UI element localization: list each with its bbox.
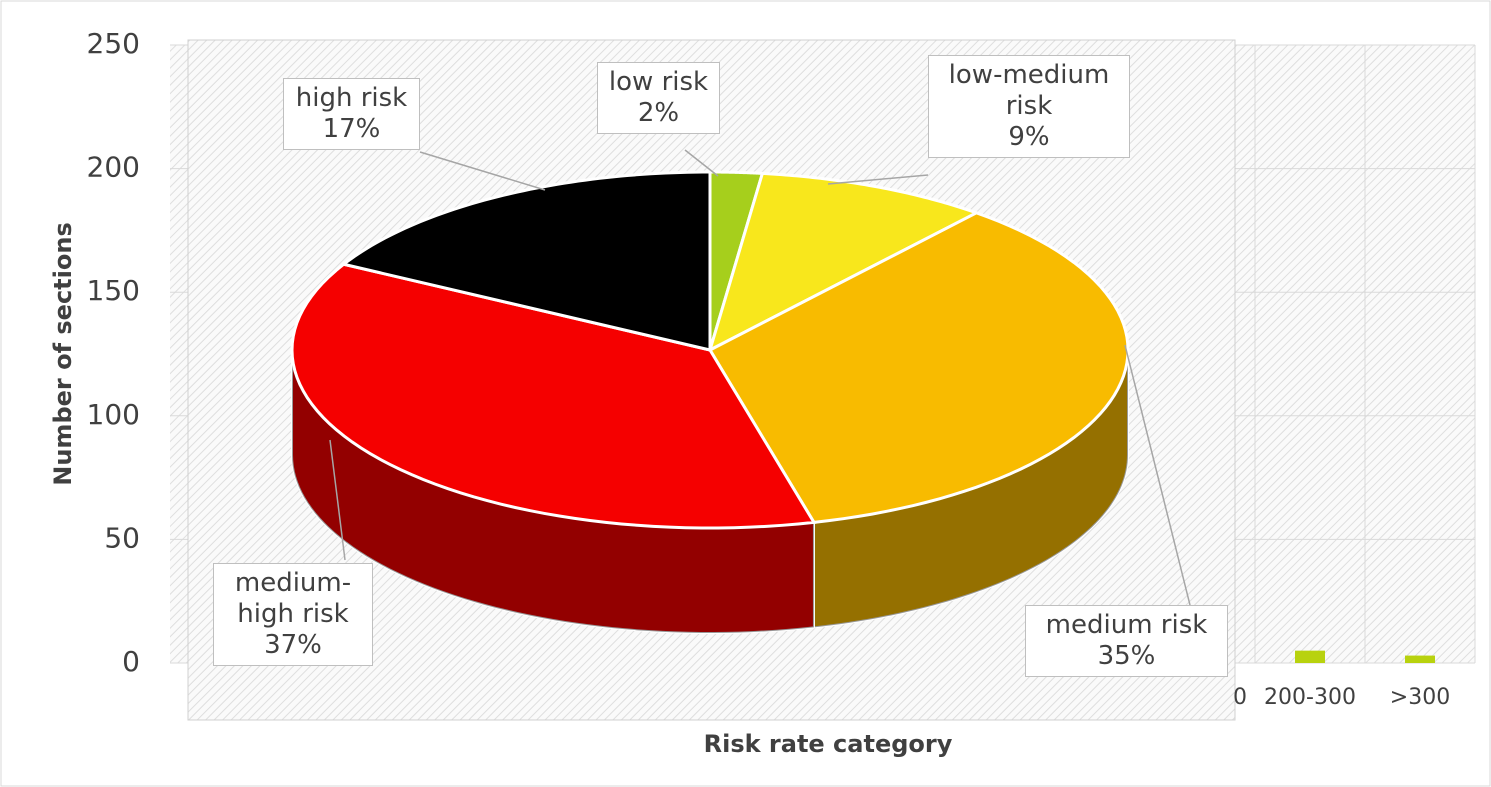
x-tick-label: 200-300 bbox=[1264, 685, 1356, 710]
pie-label: low-medium risk 9% bbox=[928, 55, 1130, 158]
pie-side-shade bbox=[813, 350, 1128, 628]
label-value: 35% bbox=[1097, 641, 1156, 671]
pie-label: low risk 2% bbox=[597, 62, 720, 134]
bar bbox=[1405, 655, 1435, 663]
pie-label: high risk 17% bbox=[283, 78, 420, 150]
y-tick-label: 150 bbox=[87, 274, 140, 307]
leader-line bbox=[827, 174, 929, 185]
pie-slice bbox=[707, 171, 981, 353]
pie-side-shade bbox=[292, 350, 814, 633]
y-tick-label: 0 bbox=[122, 645, 140, 678]
pie-label: medium-high risk 37% bbox=[213, 563, 373, 666]
label-value: 37% bbox=[264, 630, 322, 660]
leader-line bbox=[329, 439, 346, 561]
leader-line bbox=[1124, 344, 1191, 606]
y-tick-label: 200 bbox=[87, 151, 140, 184]
label-name: low risk bbox=[608, 67, 709, 97]
x-axis-title: Risk rate category bbox=[704, 730, 953, 758]
y-tick-label: 50 bbox=[104, 521, 140, 554]
label-value: 17% bbox=[322, 114, 381, 144]
leader-lines bbox=[329, 149, 1191, 606]
bar bbox=[1295, 650, 1325, 663]
x-tick-label: >300 bbox=[1390, 685, 1450, 710]
label-name: low-medium risk bbox=[948, 60, 1110, 121]
pie-slice bbox=[340, 170, 712, 352]
y-tick-label: 100 bbox=[87, 398, 140, 431]
pie-slice bbox=[290, 262, 817, 530]
label-name: high risk bbox=[295, 83, 408, 113]
leader-line bbox=[419, 151, 546, 191]
x-tick-label: 0 bbox=[1233, 685, 1247, 710]
label-name: medium-high risk bbox=[234, 568, 352, 629]
label-name: medium risk bbox=[1045, 610, 1208, 640]
y-axis-title: Number of sections bbox=[49, 222, 77, 485]
label-value: 9% bbox=[1008, 122, 1050, 152]
leader-line bbox=[684, 149, 719, 177]
pie-slice bbox=[707, 211, 1130, 525]
y-tick-label: 250 bbox=[87, 27, 140, 60]
pie-label: medium risk 35% bbox=[1025, 605, 1228, 677]
label-value: 2% bbox=[637, 98, 680, 128]
